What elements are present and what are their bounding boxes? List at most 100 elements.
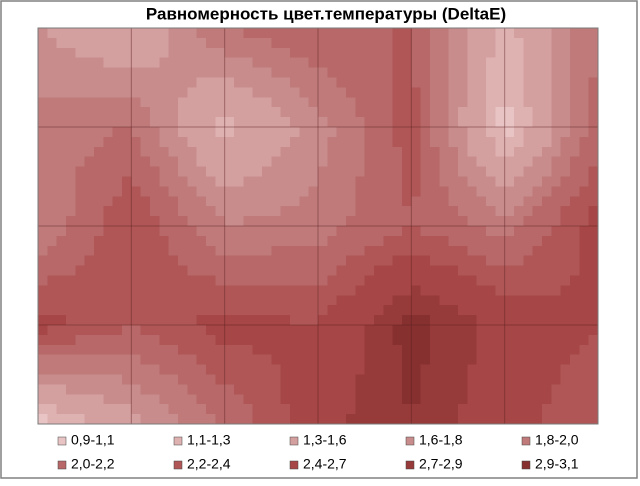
contour-tile	[532, 206, 543, 217]
contour-tile	[252, 216, 263, 227]
contour-tile	[523, 285, 534, 296]
contour-tile	[299, 255, 310, 267]
legend-label: 1,8-2,0	[535, 432, 579, 448]
contour-tile	[150, 77, 160, 88]
contour-tile	[374, 394, 384, 405]
contour-tile	[579, 255, 590, 267]
contour-tile	[486, 364, 496, 376]
contour-tile	[588, 57, 599, 69]
contour-tile	[66, 265, 76, 277]
contour-tile	[38, 364, 48, 376]
contour-tile	[47, 255, 58, 267]
contour-tile	[168, 37, 179, 49]
contour-tile	[75, 315, 86, 326]
contour-tile	[532, 77, 543, 88]
contour-tile	[94, 67, 104, 79]
contour-tile	[84, 315, 95, 326]
contour-tile	[532, 196, 543, 207]
contour-tile	[448, 107, 459, 118]
contour-tile	[523, 166, 534, 178]
contour-tile	[411, 57, 422, 69]
contour-tile	[47, 97, 58, 108]
contour-tile	[178, 285, 188, 296]
contour-tile	[178, 87, 188, 98]
contour-tile	[187, 265, 198, 277]
contour-tile	[56, 245, 67, 257]
contour-tile	[439, 364, 450, 376]
contour-tile	[346, 28, 356, 39]
contour-tile	[215, 47, 226, 59]
contour-tile	[75, 117, 86, 128]
contour-tile	[75, 176, 86, 187]
contour-tile	[131, 28, 142, 39]
contour-tile	[308, 325, 319, 336]
contour-tile	[168, 364, 179, 376]
contour-tile	[392, 295, 403, 306]
contour-tile	[579, 325, 590, 336]
contour-tile	[467, 315, 478, 326]
contour-tile	[430, 87, 440, 98]
contour-tile	[159, 255, 170, 267]
contour-tile	[280, 394, 291, 405]
contour-tile	[159, 384, 170, 395]
contour-tile	[439, 414, 450, 425]
contour-tile	[308, 156, 319, 168]
contour-tile	[346, 156, 356, 168]
contour-tile	[355, 414, 366, 425]
contour-tile	[75, 196, 86, 207]
contour-tile	[570, 77, 580, 88]
contour-tile	[588, 235, 599, 247]
contour-tile	[196, 77, 207, 88]
contour-tile	[579, 146, 590, 158]
contour-tile	[271, 334, 282, 346]
contour-tile	[140, 37, 151, 49]
contour-tile	[476, 216, 487, 227]
contour-tile	[402, 196, 412, 207]
contour-tile	[532, 285, 543, 296]
contour-tile	[467, 67, 478, 79]
contour-tile	[514, 146, 524, 158]
contour-tile	[327, 354, 338, 366]
contour-tile	[448, 117, 459, 128]
contour-tile	[112, 196, 123, 207]
contour-tile	[374, 117, 384, 128]
contour-tile	[551, 77, 562, 88]
contour-tile	[280, 354, 291, 366]
contour-tile	[215, 226, 226, 237]
contour-tile	[75, 325, 86, 336]
contour-tile	[56, 196, 67, 207]
contour-tile	[318, 117, 328, 128]
contour-tile	[439, 77, 450, 88]
contour-tile	[224, 156, 235, 168]
contour-tile	[47, 127, 58, 138]
contour-tile	[131, 97, 142, 108]
contour-tile	[448, 394, 459, 405]
contour-tile	[159, 374, 170, 385]
contour-tile	[532, 117, 543, 128]
contour-tile	[542, 354, 552, 366]
contour-tile	[402, 67, 412, 79]
contour-tile	[56, 136, 67, 148]
contour-tile	[140, 255, 151, 267]
contour-tile	[532, 226, 543, 237]
contour-tile	[280, 344, 291, 356]
contour-tile	[94, 275, 104, 286]
contour-tile	[495, 235, 506, 247]
contour-tile	[271, 255, 282, 267]
contour-tile	[495, 77, 506, 88]
contour-tile	[336, 226, 347, 237]
contour-tile	[318, 344, 328, 356]
contour-tile	[150, 156, 160, 168]
contour-tile	[206, 136, 216, 148]
contour-tile	[112, 67, 123, 79]
contour-tile	[252, 325, 263, 336]
contour-tile	[420, 156, 431, 168]
contour-tile	[383, 146, 394, 158]
contour-tile	[38, 255, 48, 267]
contour-tile	[551, 285, 562, 296]
contour-tile	[514, 285, 524, 296]
contour-tile	[308, 176, 319, 187]
contour-tile	[402, 334, 412, 346]
contour-tile	[56, 235, 67, 247]
contour-tile	[84, 374, 95, 385]
